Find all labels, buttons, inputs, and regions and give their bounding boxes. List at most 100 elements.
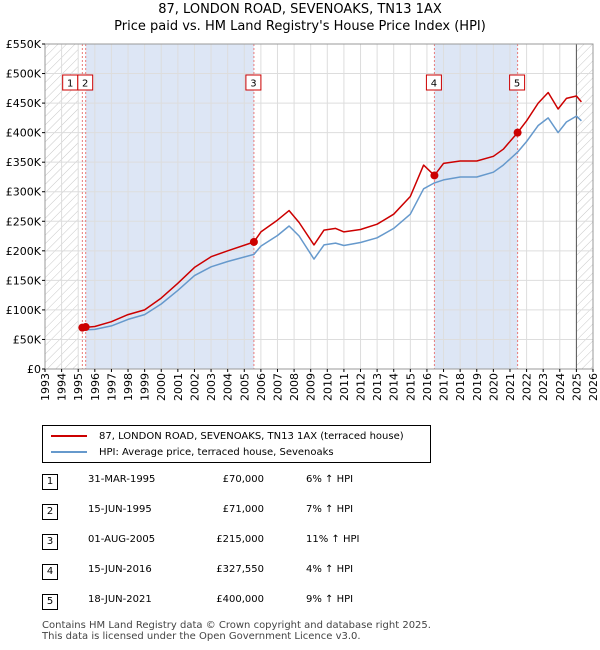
chart-legend: 87, LONDON ROAD, SEVENOAKS, TN13 1AX (te… xyxy=(42,425,431,463)
x-tick-label: 2017 xyxy=(438,373,451,401)
x-tick-label: 2006 xyxy=(255,373,268,401)
sales-table: 1 31-MAR-1995 £70,000 6% ↑ HPI 2 15-JUN-1995 £… xyxy=(42,472,442,622)
legend-item-property: 87, LONDON ROAD, SEVENOAKS, TN13 1AX (te… xyxy=(51,429,404,443)
sale-date: 01-AUG-2005 xyxy=(88,534,156,545)
y-tick-label: £550K xyxy=(6,38,42,51)
x-tick-label: 2001 xyxy=(172,373,185,401)
sale-row: 2 15-JUN-1995 £71,000 7% ↑ HPI xyxy=(42,502,442,532)
x-tick-label: 1999 xyxy=(139,373,152,401)
footer-licence: This data is licensed under the Open Gov… xyxy=(42,631,361,642)
x-tick-label: 1995 xyxy=(72,373,85,401)
sale-number-box: 2 xyxy=(42,504,58,520)
x-tick-label: 1996 xyxy=(89,373,102,401)
x-tick-label: 2013 xyxy=(371,373,384,401)
y-tick-label: £50K xyxy=(13,333,42,346)
x-tick-label: 2020 xyxy=(487,373,500,401)
sale-price: £400,000 xyxy=(216,594,264,605)
sale-hpi-change: 11% ↑ HPI xyxy=(306,534,360,545)
x-tick-label: 2009 xyxy=(305,373,318,401)
y-tick-label: £350K xyxy=(6,156,42,169)
shaded-span xyxy=(434,44,518,369)
x-tick-label: 2022 xyxy=(521,373,534,401)
legend-property-label: 87, LONDON ROAD, SEVENOAKS, TN13 1AX (te… xyxy=(99,430,404,442)
sale-marker-2 xyxy=(81,323,90,332)
x-tick-label: 2014 xyxy=(388,373,401,401)
sale-number-box: 3 xyxy=(42,534,58,550)
x-tick-label: 2026 xyxy=(587,373,600,401)
plot-border xyxy=(44,43,594,370)
sale-row: 1 31-MAR-1995 £70,000 6% ↑ HPI xyxy=(42,472,442,502)
footer: Contains HM Land Registry data © Crown c… xyxy=(42,620,431,642)
sale-date: 31-MAR-1995 xyxy=(88,474,156,485)
chart-subtitle: Price paid vs. HM Land Registry's House … xyxy=(114,19,486,34)
sale-date: 15-JUN-2016 xyxy=(88,564,152,575)
sale-price: £327,550 xyxy=(216,564,264,575)
x-tick-label: 1993 xyxy=(39,373,52,401)
x-tick-label: 2019 xyxy=(471,373,484,401)
sale-marker-4 xyxy=(430,171,439,180)
legend-item-hpi: HPI: Average price, terraced house, Seve… xyxy=(51,445,334,459)
sale-box-3 xyxy=(245,74,262,91)
x-tick-label: 2012 xyxy=(355,373,368,401)
y-tick-label: £150K xyxy=(6,274,42,287)
y-tick-label: £0 xyxy=(27,363,41,376)
sale-date: 18-JUN-2021 xyxy=(88,594,152,605)
x-tick-label: 2023 xyxy=(537,373,550,401)
x-tick-label: 2016 xyxy=(421,373,434,401)
x-tick-label: 2025 xyxy=(570,373,583,401)
shaded-span xyxy=(85,44,254,369)
legend-hpi-swatch xyxy=(51,451,87,453)
x-tick-label: 2010 xyxy=(321,373,334,401)
sale-number-box: 5 xyxy=(42,594,58,610)
x-tick-label: 2002 xyxy=(188,373,201,401)
y-tick-label: £450K xyxy=(6,97,42,110)
x-tick-label: 2011 xyxy=(338,373,351,401)
y-tick-label: £300K xyxy=(6,186,42,199)
sale-hpi-change: 4% ↑ HPI xyxy=(306,564,354,575)
sale-price: £71,000 xyxy=(222,504,264,515)
x-tick-label: 2015 xyxy=(404,373,417,401)
hpi-line xyxy=(82,115,582,331)
y-tick-label: £100K xyxy=(6,304,42,317)
sale-row: 3 01-AUG-2005 £215,000 11% ↑ HPI xyxy=(42,532,442,562)
hatch-after-region xyxy=(576,44,593,369)
y-tick-label: £500K xyxy=(6,68,42,81)
x-tick-label: 2003 xyxy=(205,373,218,401)
x-tick-label: 2024 xyxy=(554,373,567,401)
sale-row: 4 15-JUN-2016 £327,550 4% ↑ HPI xyxy=(42,562,442,592)
x-tick-label: 2008 xyxy=(288,373,301,401)
sale-box-label-1: 1 xyxy=(67,79,73,90)
legend-property-swatch xyxy=(51,435,87,437)
sale-hpi-change: 7% ↑ HPI xyxy=(306,504,354,515)
sale-price: £215,000 xyxy=(216,534,264,545)
price-chart: 2 3 4 5 1 £0 £50K £100K £150K £200K £250K £300K £35… xyxy=(6,38,600,401)
x-tick-label: 2004 xyxy=(222,373,235,401)
x-tick-label: 2007 xyxy=(271,373,284,401)
x-tick-label: 2021 xyxy=(504,373,517,401)
x-tick-label: 1994 xyxy=(56,373,69,401)
sale-number-box: 1 xyxy=(42,474,58,490)
sale-marker-3 xyxy=(249,237,258,246)
sale-marker-5 xyxy=(513,128,522,137)
sale-price: £70,000 xyxy=(222,474,264,485)
legend-hpi-label: HPI: Average price, terraced house, Seve… xyxy=(99,446,334,458)
x-tick-label: 2005 xyxy=(238,373,251,401)
sale-box-4 xyxy=(425,74,442,91)
sale-hpi-change: 6% ↑ HPI xyxy=(306,474,354,485)
sale-date: 15-JUN-1995 xyxy=(88,504,152,515)
sale-box-label-3: 3 xyxy=(250,79,256,90)
x-tick-label: 2018 xyxy=(454,373,467,401)
x-tick-label: 2000 xyxy=(155,373,168,401)
y-tick-label: £400K xyxy=(6,127,42,140)
x-tick-label: 1997 xyxy=(105,373,118,401)
sale-box-label-5: 5 xyxy=(514,79,520,90)
y-tick-label: £200K xyxy=(6,245,42,258)
sale-box-label-2: 2 xyxy=(82,79,88,90)
sale-box-1 xyxy=(62,74,79,91)
sale-row: 5 18-JUN-2021 £400,000 9% ↑ HPI xyxy=(42,592,442,622)
sale-number-box: 4 xyxy=(42,564,58,580)
property-price-line xyxy=(82,91,582,329)
y-tick-label: £250K xyxy=(6,215,42,228)
sale-box-5 xyxy=(509,74,526,91)
sale-box-label-4: 4 xyxy=(431,79,437,90)
